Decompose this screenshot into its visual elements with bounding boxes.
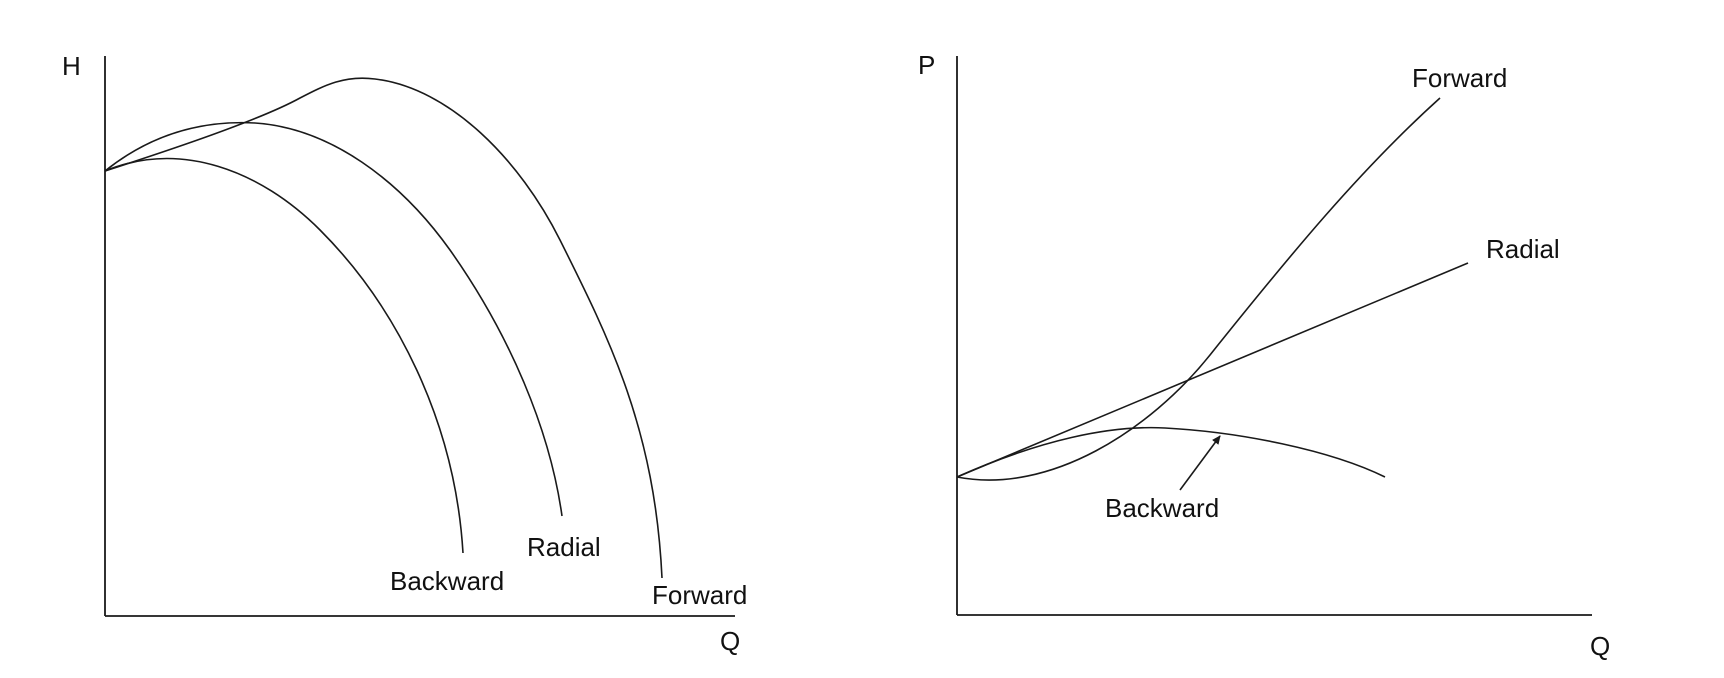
head-forward-label: Forward	[652, 580, 747, 610]
power-radial-label: Radial	[1486, 234, 1560, 264]
power-x-axis-label: Q	[1590, 631, 1610, 661]
head-radial-curve	[105, 123, 562, 516]
head-flow-chart: H Q Backward Radial Forward	[62, 51, 747, 656]
head-backward-label: Backward	[390, 566, 504, 596]
power-backward-label: Backward	[1105, 493, 1219, 523]
head-backward-curve	[105, 159, 463, 553]
power-y-axis-label: P	[918, 50, 935, 80]
power-flow-chart: P Q Forward Radial Backward	[918, 50, 1610, 661]
head-y-axis-label: H	[62, 51, 81, 81]
head-forward-curve	[105, 78, 662, 578]
head-x-axis-label: Q	[720, 626, 740, 656]
head-radial-label: Radial	[527, 532, 601, 562]
power-forward-curve	[957, 98, 1440, 480]
power-forward-label: Forward	[1412, 63, 1507, 93]
power-backward-curve	[957, 428, 1385, 477]
power-backward-arrow	[1180, 436, 1220, 490]
